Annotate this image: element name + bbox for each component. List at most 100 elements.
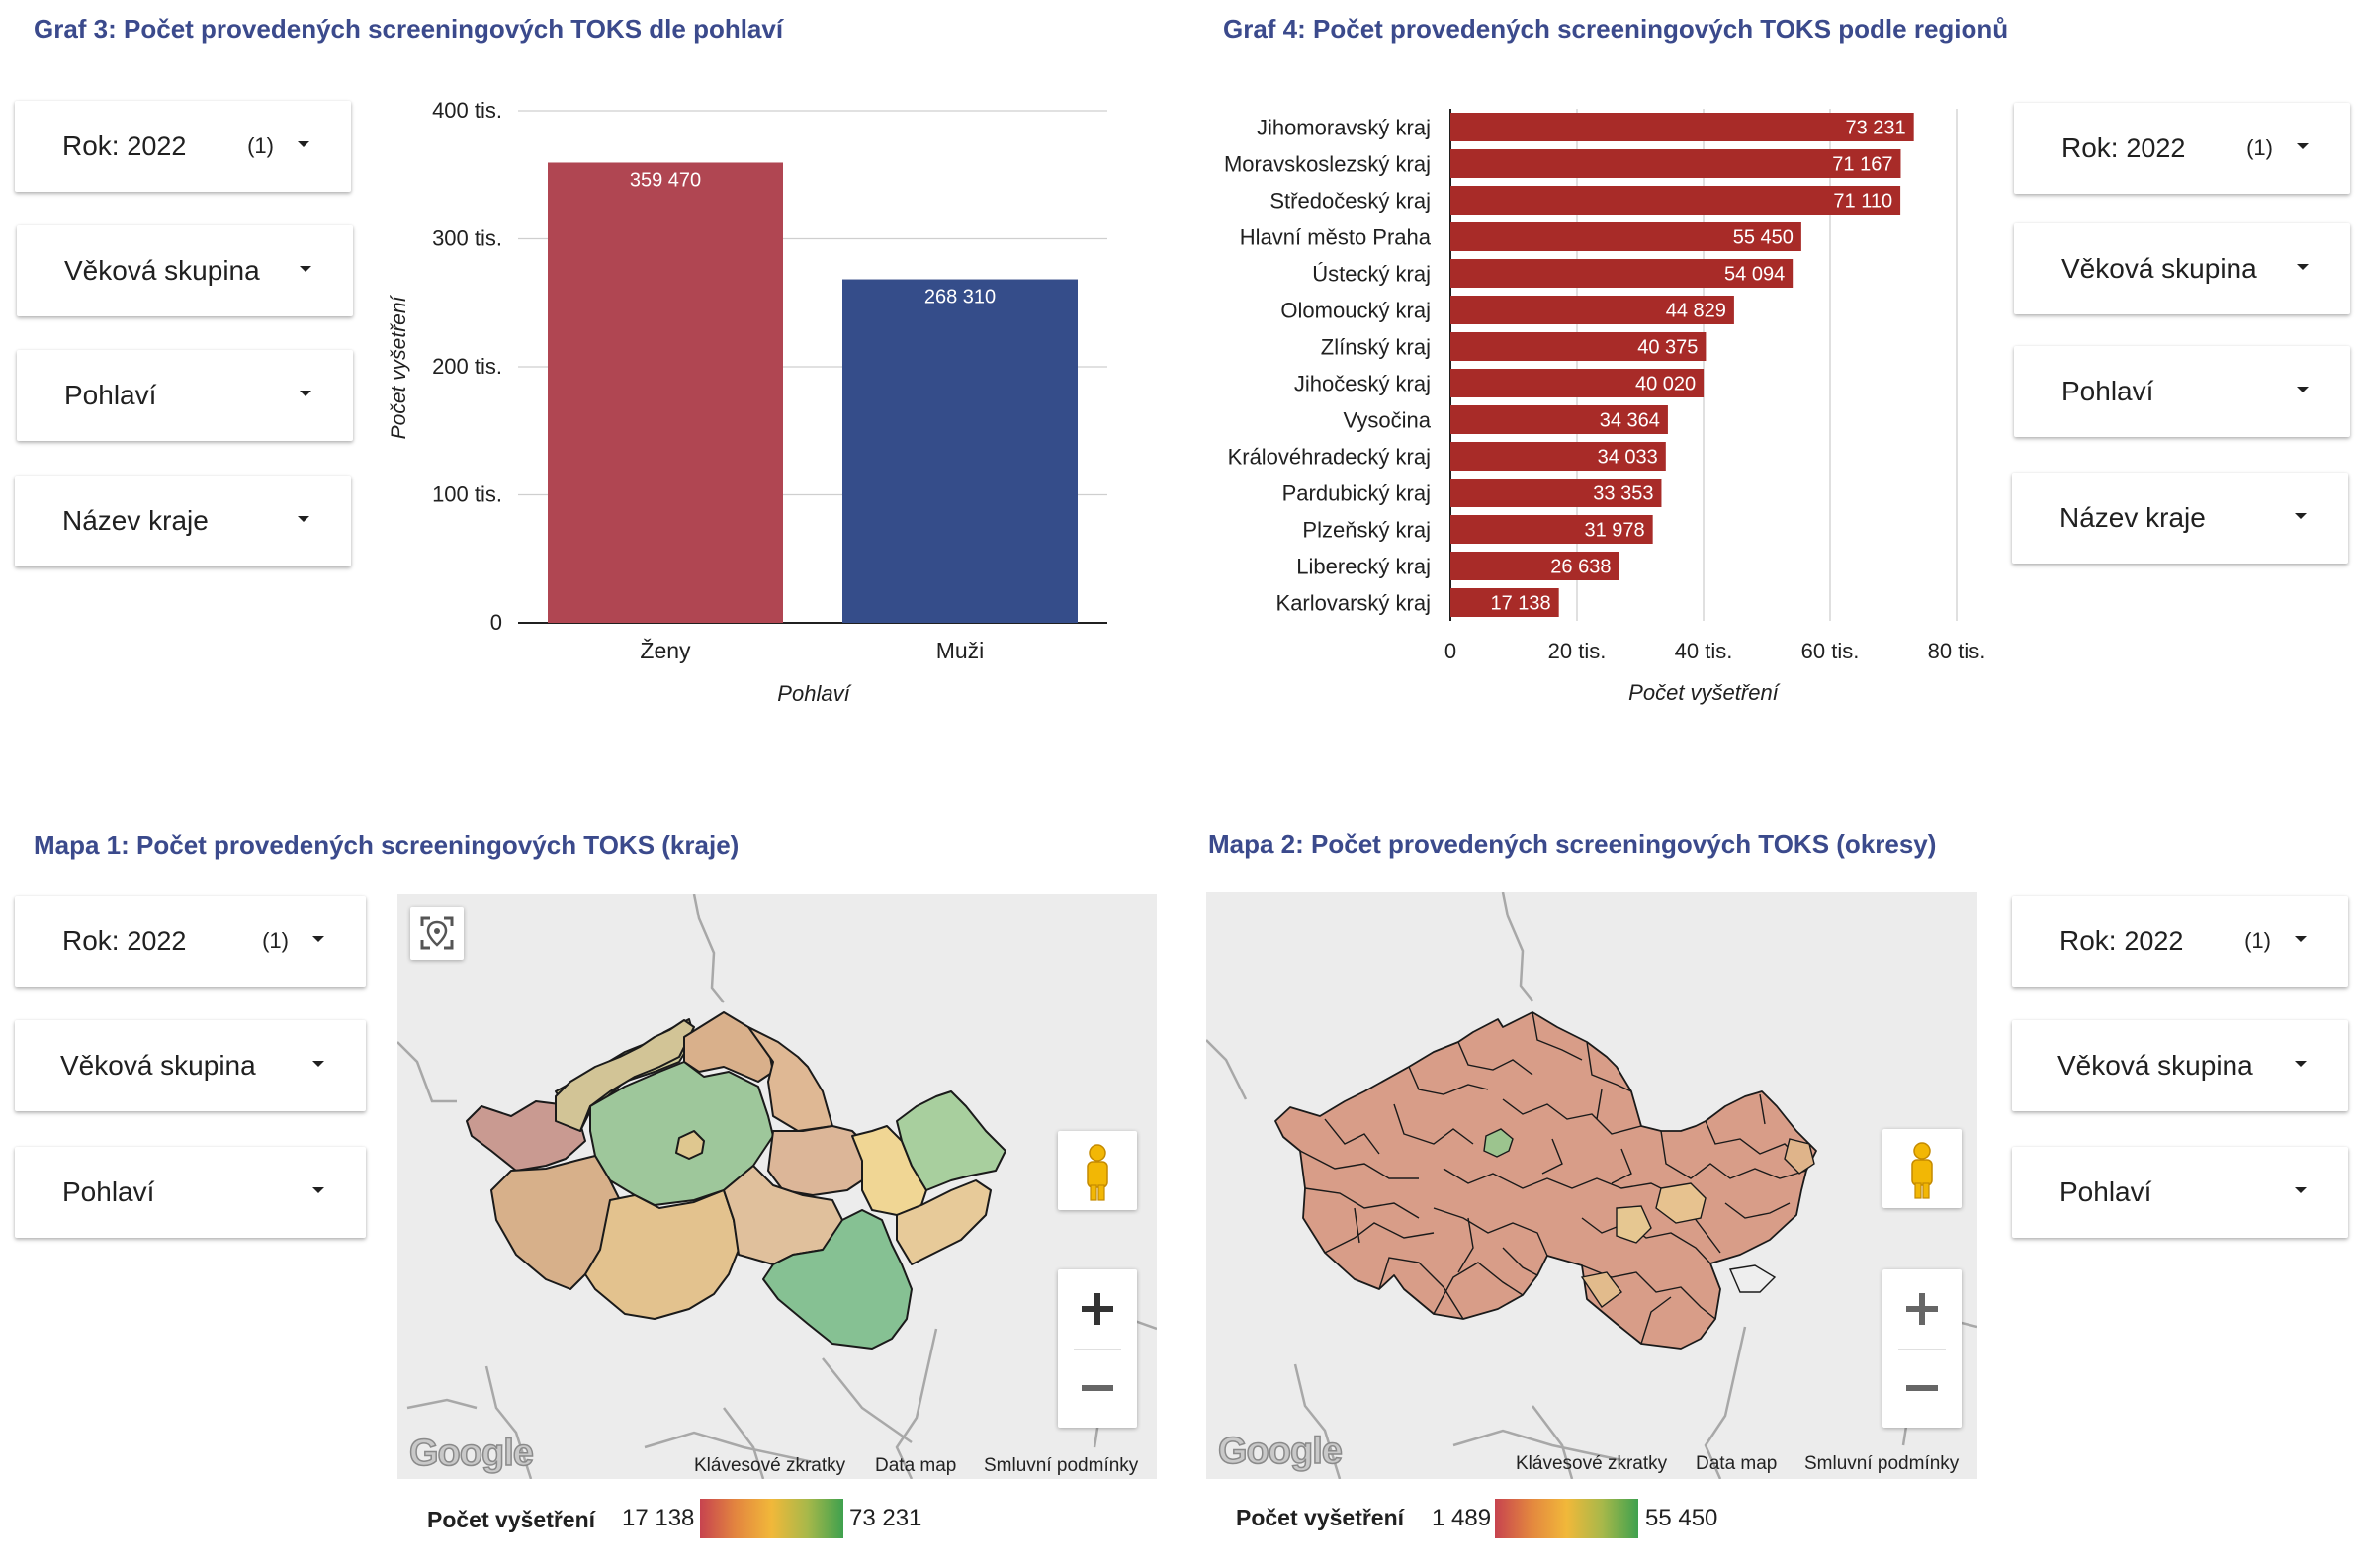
- bar[interactable]: [842, 279, 1078, 623]
- country-border-line: [406, 1398, 478, 1410]
- bar[interactable]: [1450, 442, 1666, 471]
- y-tick-label: Olomoucký kraj: [1280, 299, 1431, 323]
- y-tick-label: Středočeský kraj: [1269, 189, 1431, 214]
- locate-button[interactable]: [410, 907, 464, 960]
- bar[interactable]: [1450, 479, 1662, 507]
- graf4-age-filter[interactable]: Věková skupina: [2014, 223, 2350, 314]
- dropdown-arrow-icon: [300, 266, 311, 272]
- bar[interactable]: [1450, 332, 1707, 361]
- graf3-chart: 0 100 tis. 200 tis. 300 tis. 400 tis. 359 470…: [388, 98, 1107, 706]
- bar[interactable]: [1450, 113, 1914, 141]
- bar-value-label: 40 020: [1635, 374, 1696, 395]
- district-highlight: [1655, 1182, 1707, 1224]
- x-tick-label: 40 tis.: [1675, 639, 1733, 663]
- country-border-line: [692, 894, 725, 1003]
- zoom-in-button[interactable]: [1058, 1269, 1137, 1349]
- graf4-region-filter[interactable]: Název kraje: [2012, 473, 2348, 564]
- zoom-out-button[interactable]: [1058, 1349, 1137, 1428]
- graf3-age-filter[interactable]: Věková skupina: [17, 225, 353, 316]
- bar[interactable]: [548, 162, 783, 623]
- region-liberecky-ustecky: [555, 1019, 695, 1132]
- y-tick-label: Pardubický kraj: [1282, 481, 1431, 506]
- x-tick-label: 60 tis.: [1801, 639, 1860, 663]
- map-data-link[interactable]: Data map: [1696, 1453, 1778, 1474]
- country-border-line: [644, 1431, 814, 1464]
- x-tick-label: 0: [1444, 639, 1456, 663]
- street-view-button[interactable]: [1882, 1129, 1962, 1208]
- street-view-button[interactable]: [1058, 1131, 1137, 1210]
- zoom-out-button[interactable]: [1882, 1349, 1962, 1428]
- keyboard-shortcuts-link[interactable]: Klávesové zkratky: [694, 1455, 846, 1476]
- graf4-year-filter[interactable]: Rok: 2022 (1): [2014, 103, 2350, 194]
- terms-link[interactable]: Smluvní podmínky: [984, 1455, 1139, 1476]
- map-gap: [1728, 1264, 1777, 1293]
- bar[interactable]: [1450, 515, 1653, 544]
- graf4-sex-filter[interactable]: Pohlaví: [2014, 346, 2350, 437]
- filter-value: 2022: [127, 926, 187, 956]
- mapa2-sex-filter[interactable]: Pohlaví: [2012, 1147, 2348, 1238]
- dropdown-arrow-icon: [312, 1061, 324, 1067]
- filter-label: Věková skupina: [64, 255, 260, 286]
- filter-label: Rok: [62, 131, 112, 161]
- bar[interactable]: [1450, 588, 1559, 617]
- mapa2-year-filter[interactable]: Rok: 2022 (1): [2012, 896, 2348, 987]
- bar[interactable]: [1450, 149, 1901, 178]
- region-praha: [675, 1130, 705, 1160]
- mapa2-age-filter[interactable]: Věková skupina: [2012, 1020, 2348, 1111]
- mapa2-legend-title: Počet vyšetření: [1236, 1505, 1405, 1530]
- country-outline: [1274, 1011, 1817, 1350]
- graf3-sex-filter[interactable]: Pohlaví: [17, 350, 353, 441]
- graf4-title: Graf 4: Počet provedených screeningových…: [1223, 14, 2009, 44]
- mapa1-legend-max: 73 231: [849, 1505, 922, 1531]
- graf3-region-filter[interactable]: Název kraje: [15, 476, 351, 566]
- mapa1-legend-min: 17 138: [622, 1505, 695, 1531]
- map-canvas: [397, 894, 1157, 1479]
- bar[interactable]: [1450, 369, 1705, 397]
- bar[interactable]: [1450, 552, 1619, 580]
- bar[interactable]: [1450, 405, 1668, 434]
- district-highlight: [1580, 1271, 1622, 1309]
- zoom-divider: [1074, 1349, 1121, 1350]
- y-tick-label: Moravskoslezský kraj: [1224, 152, 1431, 177]
- dropdown-arrow-icon: [312, 936, 324, 942]
- mapa2-title: Mapa 2: Počet provedených screeningových…: [1208, 829, 1937, 859]
- bar-value-label: 71 110: [1833, 191, 1892, 213]
- mapa1-legend-gradient: [700, 1499, 843, 1538]
- filter-label: Rok: [2061, 132, 2111, 163]
- dropdown-arrow-icon: [2295, 513, 2307, 519]
- zoom-in-button[interactable]: [1882, 1269, 1962, 1349]
- y-tick-label: 400 tis.: [432, 98, 502, 123]
- keyboard-shortcuts-link[interactable]: Klávesové zkratky: [1516, 1453, 1668, 1474]
- mapa1-map[interactable]: Google Klávesové zkratky Data map Smluvn…: [397, 894, 1157, 1479]
- dropdown-arrow-icon: [2297, 143, 2309, 149]
- dropdown-arrow-icon: [312, 1187, 324, 1193]
- dropdown-arrow-icon: [2295, 1061, 2307, 1067]
- country-border-line: [895, 1328, 938, 1479]
- bar[interactable]: [1450, 186, 1901, 215]
- bar[interactable]: [1450, 222, 1801, 251]
- mapa2-map[interactable]: Google Klávesové zkratky Data map Smluvn…: [1206, 892, 1977, 1479]
- mapa2-legend-max: 55 450: [1645, 1505, 1718, 1531]
- graf3-year-filter[interactable]: Rok: 2022 (1): [15, 101, 351, 192]
- y-tick-label: Jihočeský kraj: [1294, 372, 1431, 396]
- bar-value-label: 73 231: [1846, 118, 1906, 139]
- pegman-icon: [1911, 1142, 1933, 1199]
- map-data-link[interactable]: Data map: [875, 1455, 957, 1476]
- google-logo: Google: [408, 1432, 534, 1475]
- filter-label: Věková skupina: [60, 1050, 256, 1081]
- country-border-line: [1532, 1405, 1574, 1479]
- bar[interactable]: [1450, 296, 1734, 324]
- district-borders: [1299, 1011, 1807, 1345]
- mapa1-year-filter[interactable]: Rok: 2022 (1): [15, 896, 366, 987]
- region-moravskoslezsky: [896, 1090, 1006, 1191]
- bar-value-label: 54 094: [1724, 264, 1785, 286]
- country-border-line: [723, 1407, 765, 1479]
- terms-link[interactable]: Smluvní podmínky: [1804, 1453, 1960, 1474]
- bar[interactable]: [1450, 259, 1794, 288]
- mapa1-sex-filter[interactable]: Pohlaví: [15, 1147, 366, 1238]
- mapa1-age-filter[interactable]: Věková skupina: [15, 1020, 366, 1111]
- filter-label: Pohlaví: [64, 380, 157, 410]
- x-tick-label: 80 tis.: [1928, 639, 1986, 663]
- y-tick-label: Zlínský kraj: [1321, 335, 1431, 360]
- plus-icon: [1082, 1293, 1113, 1325]
